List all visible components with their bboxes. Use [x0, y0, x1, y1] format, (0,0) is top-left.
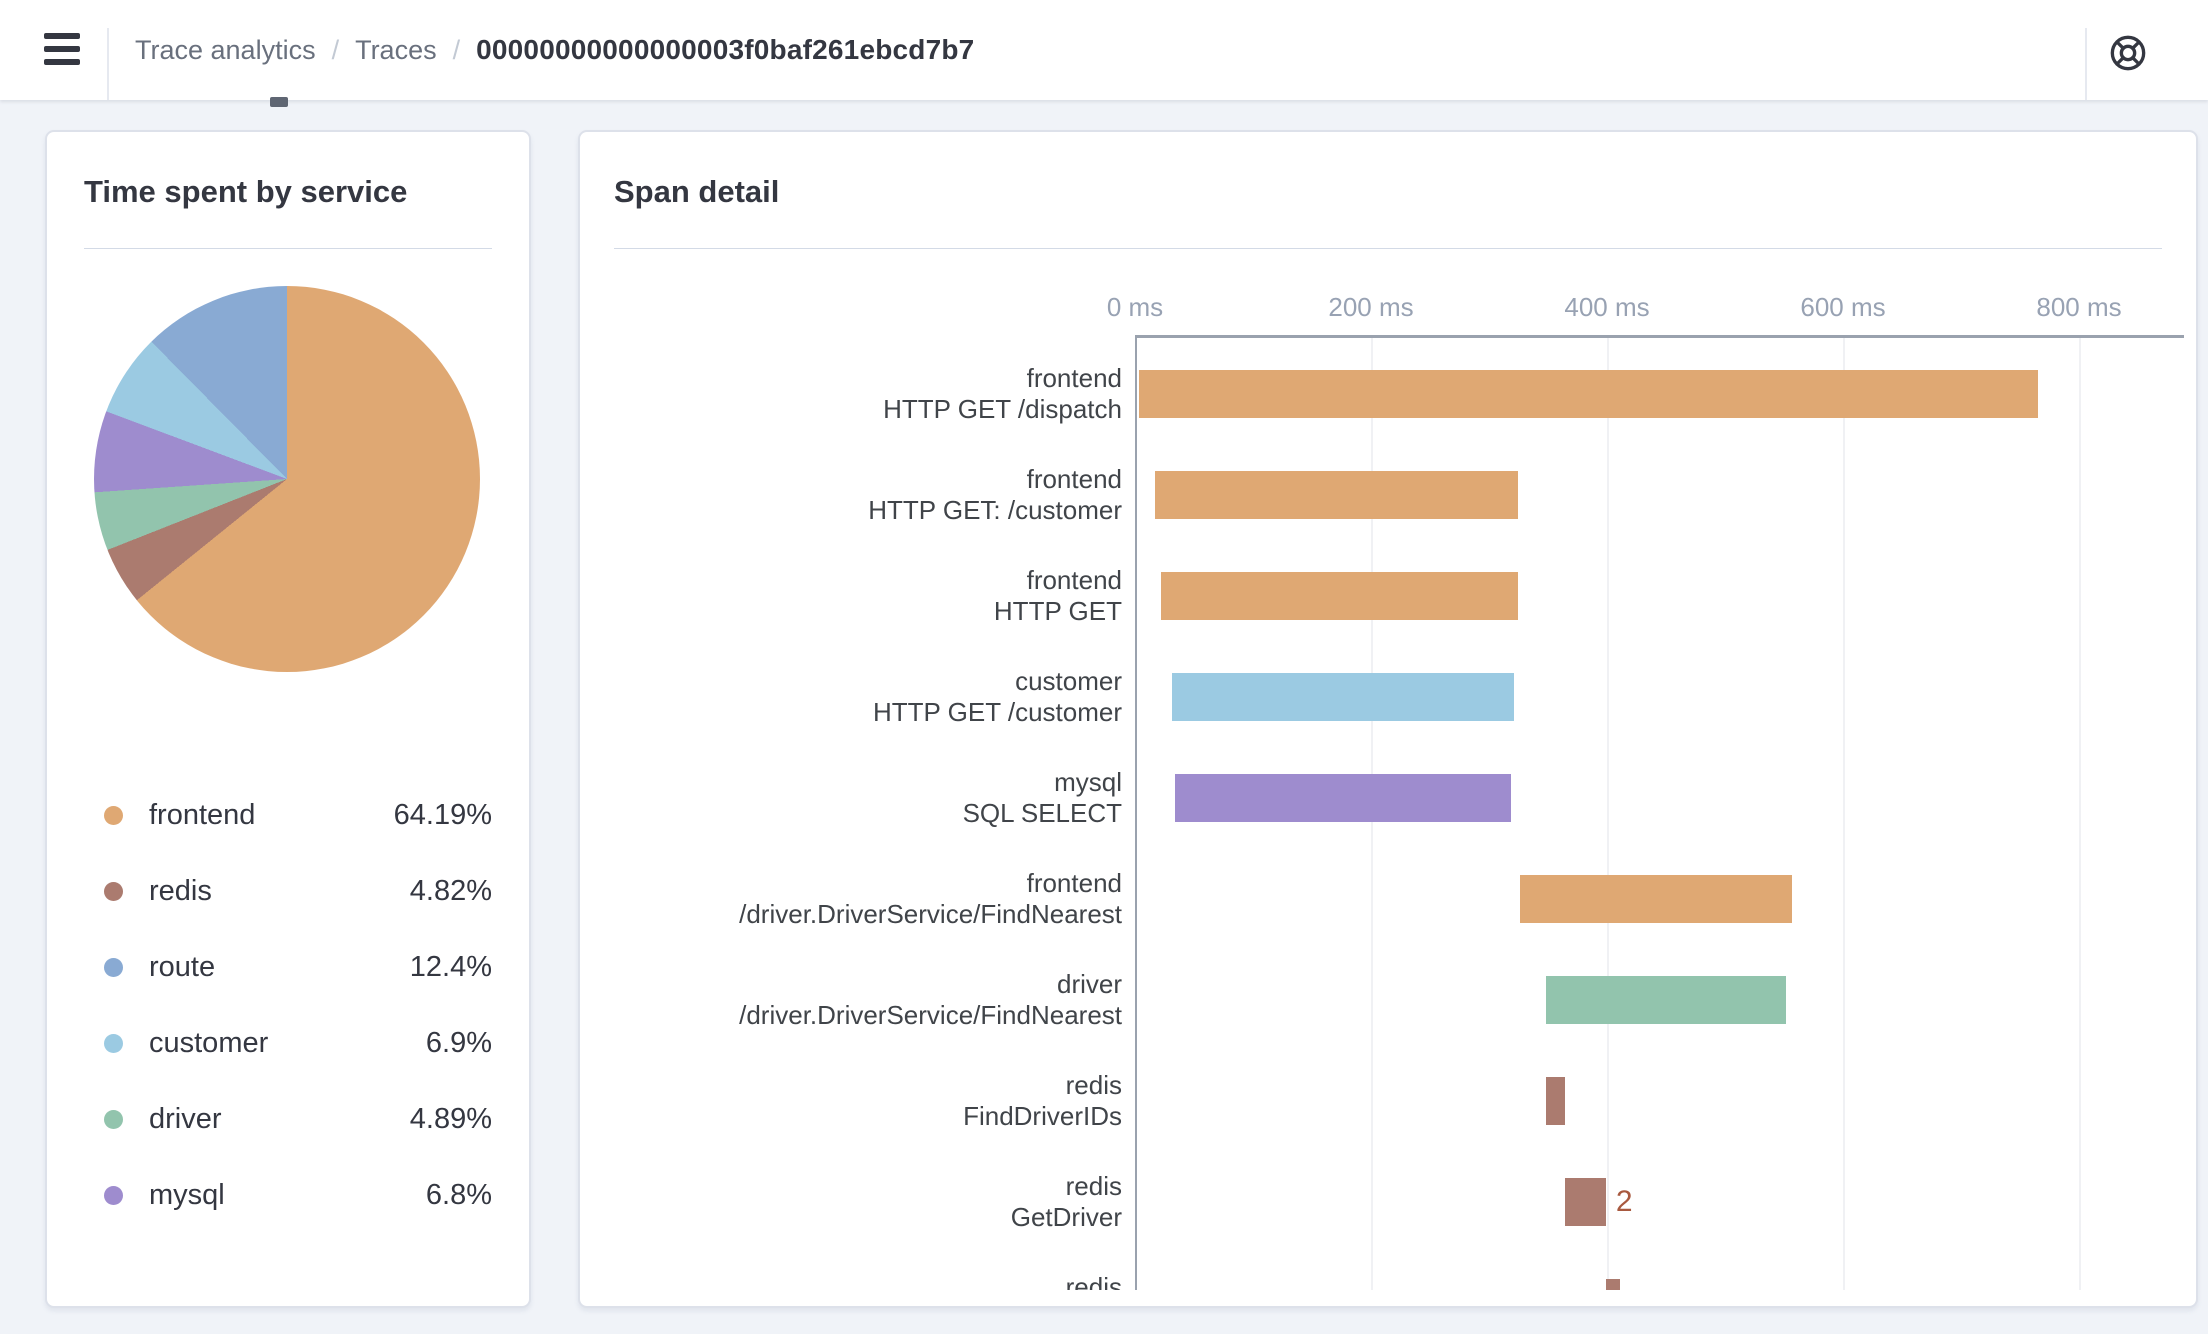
legend-color-dot [104, 1033, 123, 1053]
plot-left-border [1135, 338, 1137, 1290]
span-label: driver /driver.DriverService/FindNearest [580, 969, 1122, 1031]
legend-service-label: customer [149, 1026, 269, 1059]
span-service-name: frontend [1026, 868, 1122, 898]
span-bar[interactable] [1519, 875, 1793, 923]
gridline [1607, 338, 1609, 1290]
span-service-name: frontend [1026, 363, 1122, 393]
span-label: mysql SQL SELECT [580, 767, 1122, 829]
span-bar[interactable] [1545, 1077, 1565, 1125]
span-service-name: redis [1065, 1070, 1122, 1100]
span-gantt-chart: frontend HTTP GET /dispatch frontend HTT… [580, 338, 2196, 1290]
legend-service-label: route [149, 950, 216, 983]
span-card-title: Span detail [614, 174, 780, 209]
span-label: frontend HTTP GET /dispatch [580, 363, 1122, 425]
nav-edge-artifact [270, 97, 288, 107]
span-service-name: frontend [1026, 565, 1122, 595]
header-divider-right [2085, 28, 2087, 100]
span-service-name: customer [1015, 666, 1122, 696]
span-bar[interactable] [1160, 572, 1519, 620]
title-divider [614, 248, 2162, 249]
span-operation-name: HTTP GET /dispatch [883, 394, 1122, 424]
time-axis-line [1135, 335, 2184, 338]
breadcrumb-separator: / [331, 34, 340, 65]
span-bar[interactable] [1138, 370, 2038, 418]
span-bar[interactable] [1175, 774, 1512, 822]
axis-tick-label: 600 ms [1800, 292, 1886, 322]
legend-item[interactable]: redis 4.82% [47, 853, 529, 929]
gridline [1843, 338, 1845, 1290]
breadcrumb: Trace analytics / Traces / 0000000000000… [135, 0, 974, 100]
top-header: Trace analytics / Traces / 0000000000000… [0, 0, 2208, 100]
legend-service-label: driver [149, 1102, 222, 1135]
title-divider [84, 248, 492, 249]
axis-tick-label: 0 ms [1106, 292, 1164, 322]
legend-item[interactable]: frontend 64.19% [47, 777, 529, 853]
span-bar[interactable] [1605, 1279, 1620, 1290]
menu-icon[interactable] [44, 31, 80, 67]
time-spent-pie-chart[interactable] [94, 286, 480, 672]
legend-percentage: 4.82% [409, 874, 492, 907]
legend-color-dot [104, 1109, 123, 1129]
span-operation-name: HTTP GET /customer [873, 697, 1122, 727]
span-label: frontend /driver.DriverService/FindNeare… [580, 868, 1122, 930]
span-service-name: redis [1065, 1272, 1122, 1290]
legend-color-dot [104, 881, 123, 901]
axis-tick-label: 800 ms [2036, 292, 2122, 322]
span-operation-name: FindDriverIDs [963, 1101, 1122, 1131]
legend-item[interactable]: mysql 6.8% [47, 1157, 529, 1233]
legend-item[interactable]: customer 6.9% [47, 1005, 529, 1081]
axis-tick-label: 400 ms [1564, 292, 1650, 322]
breadcrumb-traces[interactable]: Traces [355, 34, 437, 65]
legend-percentage: 64.19% [393, 798, 492, 831]
span-bar[interactable] [1564, 1178, 1606, 1226]
span-operation-name: /driver.DriverService/FindNearest [739, 899, 1122, 929]
time-spent-card: Time spent by service frontend 64.19% re… [45, 130, 531, 1308]
legend-percentage: 6.8% [425, 1178, 492, 1211]
legend-percentage: 4.89% [409, 1102, 492, 1135]
legend-service-label: mysql [149, 1178, 225, 1211]
pie-legend: frontend 64.19% redis 4.82% route 12.4% … [47, 777, 529, 1233]
span-bar[interactable] [1155, 471, 1519, 519]
gridline [2079, 338, 2081, 1290]
span-label: frontend HTTP GET: /customer [580, 464, 1122, 526]
span-label: customer HTTP GET /customer [580, 666, 1122, 728]
legend-item[interactable]: driver 4.89% [47, 1081, 529, 1157]
legend-color-dot [104, 805, 123, 825]
legend-service-label: redis [149, 874, 212, 907]
span-service-name: mysql [1054, 767, 1122, 797]
legend-service-label: frontend [149, 798, 256, 831]
span-operation-name: GetDriver [1010, 1202, 1122, 1232]
span-service-name: driver [1056, 969, 1122, 999]
breadcrumb-separator: / [452, 34, 461, 65]
span-operation-name: HTTP GET [993, 596, 1122, 626]
span-operation-name: HTTP GET: /customer [868, 495, 1122, 525]
span-label: redis FindDriverIDs [580, 1070, 1122, 1132]
legend-percentage: 12.4% [409, 950, 492, 983]
breadcrumb-trace-id: 00000000000000003f0baf261ebcd7b7 [476, 34, 975, 65]
span-count-badge: 2 [1615, 1185, 1633, 1218]
span-detail-card: Span detail 0 ms 200 ms 400 ms 600 ms 800 ms… [578, 130, 2198, 1308]
span-operation-name: /driver.DriverService/FindNearest [739, 1000, 1122, 1030]
axis-tick-label: 200 ms [1328, 292, 1414, 322]
span-bar[interactable] [1171, 673, 1514, 721]
legend-color-dot [104, 1185, 123, 1205]
legend-item[interactable]: route 12.4% [47, 929, 529, 1005]
legend-percentage: 6.9% [425, 1026, 492, 1059]
legend-color-dot [104, 957, 123, 977]
life-buoy-icon[interactable] [2108, 33, 2148, 73]
span-operation-name: SQL SELECT [962, 798, 1122, 828]
span-bar[interactable] [1545, 976, 1787, 1024]
time-axis-labels: 0 ms 200 ms 400 ms 600 ms 800 ms [580, 292, 2196, 332]
span-label: redis GetDriver [580, 1171, 1122, 1233]
span-service-name: frontend [1026, 464, 1122, 494]
span-label: frontend HTTP GET [580, 565, 1122, 627]
time-card-title: Time spent by service [84, 174, 408, 209]
header-divider-left [107, 28, 109, 100]
span-service-name: redis [1065, 1171, 1122, 1201]
span-label: redis [580, 1272, 1122, 1290]
breadcrumb-trace-analytics[interactable]: Trace analytics [135, 34, 316, 65]
